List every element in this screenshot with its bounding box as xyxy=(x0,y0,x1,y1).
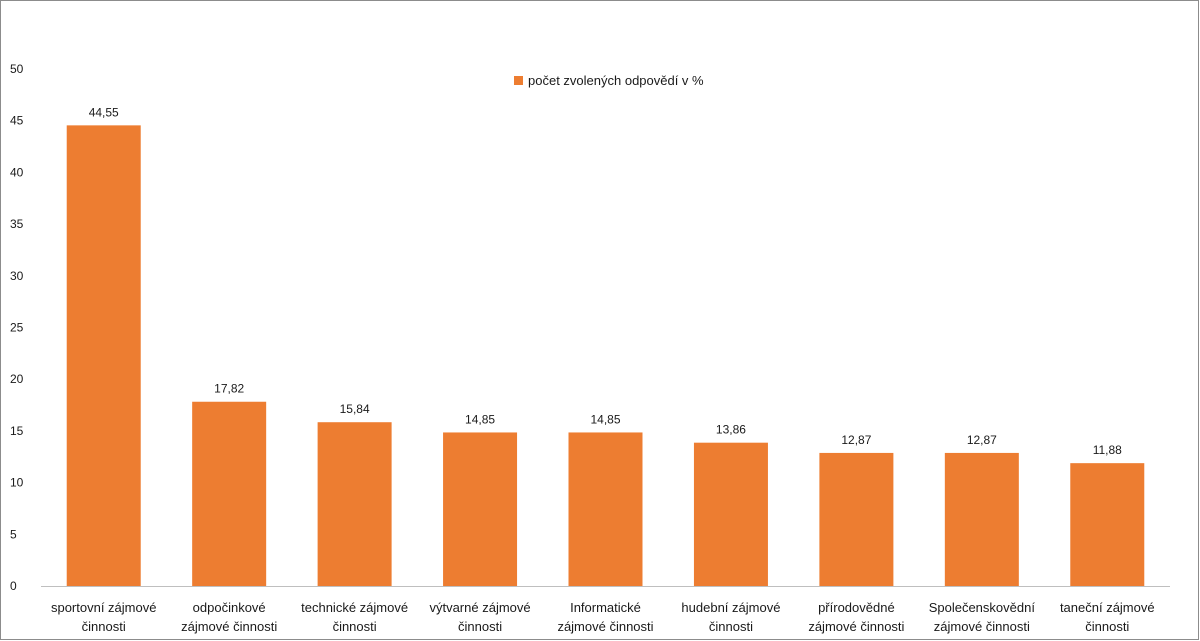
x-category-label: sportovní zájmové xyxy=(51,600,157,615)
y-tick-label: 5 xyxy=(10,527,17,541)
y-tick-label: 40 xyxy=(10,165,24,179)
legend-swatch xyxy=(514,75,523,85)
x-category-label: přírodovědné xyxy=(818,600,895,615)
y-tick-label: 20 xyxy=(10,372,24,386)
bar xyxy=(192,401,267,586)
data-label: 11,88 xyxy=(1093,443,1122,457)
data-labels: 44,55 17,82 15,84 14,85 14,85 13,86 12,87 12,87… xyxy=(89,105,1122,457)
y-tick-label: 0 xyxy=(10,579,17,593)
bar xyxy=(944,452,1019,586)
legend: počet zvolených odpovědí v % xyxy=(514,69,704,91)
x-category-label: zájmové činnosti xyxy=(181,619,277,634)
y-tick-label: 45 xyxy=(10,114,24,128)
legend-label: počet zvolených odpovědí v % xyxy=(528,72,704,88)
x-category-label: činnosti xyxy=(1085,619,1129,634)
y-tick-label: 30 xyxy=(10,269,24,283)
x-category-label: Informatické xyxy=(570,600,641,615)
x-category-label: technické zájmové xyxy=(301,600,408,615)
x-category-label: zájmové činnosti xyxy=(934,619,1030,634)
x-category-label: zájmové činnosti xyxy=(557,619,653,634)
y-tick-label: 35 xyxy=(10,217,24,231)
x-category-label: Společenskovědní xyxy=(929,600,1036,615)
data-label: 15,84 xyxy=(340,402,370,416)
bar xyxy=(693,442,768,586)
x-category-label: hudební zájmové xyxy=(681,600,780,615)
x-category-label: činnosti xyxy=(709,619,753,634)
bar xyxy=(66,125,141,586)
x-category-label: odpočinkové xyxy=(193,600,266,615)
bars xyxy=(66,125,1145,586)
x-category-label: činnosti xyxy=(82,619,126,634)
bar xyxy=(443,432,518,586)
data-label: 44,55 xyxy=(89,105,119,119)
x-category-label: činnosti xyxy=(333,619,377,634)
data-label: 14,85 xyxy=(590,412,620,426)
bar xyxy=(317,422,392,586)
data-label: 13,86 xyxy=(716,423,746,437)
data-label: 17,82 xyxy=(214,382,244,396)
x-category-label: činnosti xyxy=(458,619,502,634)
y-axis-ticks: 0 5 10 15 20 25 30 35 40 45 50 xyxy=(10,62,24,593)
x-category-label: výtvarné zájmové xyxy=(429,600,530,615)
data-label: 14,85 xyxy=(465,412,495,426)
x-category-label: zájmové činnosti xyxy=(808,619,904,634)
category-labels: sportovní zájmové činnosti odpočinkové zájm… xyxy=(51,600,1155,634)
bar xyxy=(568,432,643,586)
data-label: 12,87 xyxy=(967,433,997,447)
y-tick-label: 50 xyxy=(10,62,24,76)
x-category-label: taneční zájmové xyxy=(1060,600,1155,615)
bar xyxy=(1070,463,1145,586)
data-label: 12,87 xyxy=(841,433,871,447)
y-tick-label: 15 xyxy=(10,424,24,438)
y-tick-label: 10 xyxy=(10,476,24,490)
bar xyxy=(819,452,894,586)
y-tick-label: 25 xyxy=(10,321,24,335)
